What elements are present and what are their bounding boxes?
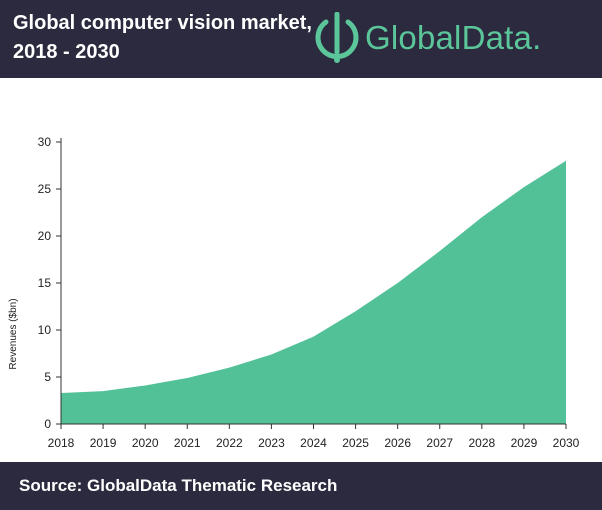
header-bar: Global computer vision market, 2018 - 20… <box>0 0 602 78</box>
x-tick-label: 2020 <box>132 436 159 450</box>
globaldata-logo-icon <box>315 12 359 63</box>
chart-title: Global computer vision market, 2018 - 20… <box>13 9 313 67</box>
x-tick-label: 2025 <box>342 436 369 450</box>
x-tick-label: 2030 <box>553 436 580 450</box>
y-tick-label: 25 <box>38 182 52 196</box>
x-tick-label: 2023 <box>258 436 285 450</box>
globaldata-logo: GlobalData. <box>313 12 598 66</box>
title-line-2: 2018 - 2030 <box>13 41 120 63</box>
brand-name: GlobalData. <box>365 19 542 56</box>
y-tick-label: 15 <box>38 276 52 290</box>
y-tick-label: 10 <box>38 323 52 337</box>
y-axis-title: Revenues ($bn) <box>8 298 19 369</box>
title-line-1: Global computer vision market, <box>13 12 312 34</box>
chart-area: 0 5 10 15 20 25 30 2018 2019 2020 2021 2022 2023 202… <box>0 78 602 462</box>
x-tick-label: 2019 <box>90 436 117 450</box>
x-tick-label: 2022 <box>216 436 243 450</box>
footer-bar: Source: GlobalData Thematic Research <box>0 462 602 510</box>
x-tick-label: 2026 <box>384 436 411 450</box>
x-tick-label: 2024 <box>300 436 327 450</box>
y-tick-label: 20 <box>38 229 52 243</box>
y-tick-label: 0 <box>44 417 51 431</box>
x-tick-label: 2028 <box>468 436 495 450</box>
x-tick-label: 2029 <box>511 436 538 450</box>
source-note: Source: GlobalData Thematic Research <box>19 476 338 495</box>
x-tick-label: 2018 <box>48 436 75 450</box>
revenue-area-series <box>61 160 566 425</box>
y-tick-label: 5 <box>44 370 51 384</box>
y-tick-label: 30 <box>38 135 52 149</box>
x-tick-label: 2027 <box>426 436 453 450</box>
x-tick-label: 2021 <box>174 436 201 450</box>
